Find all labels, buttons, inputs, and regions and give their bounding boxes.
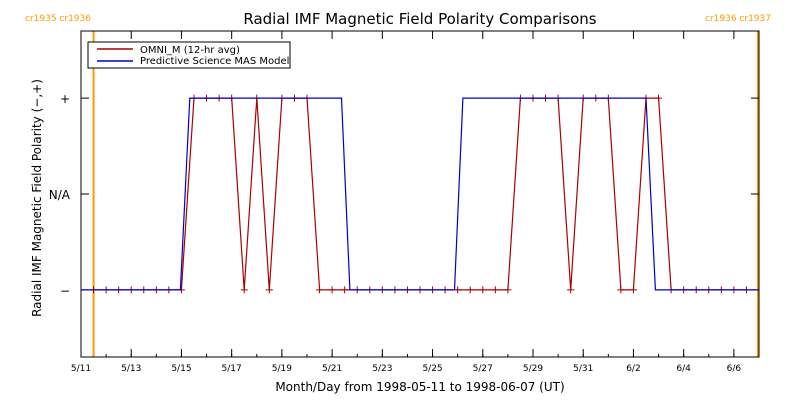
legend-label-omni: OMNI_M (12-hr avg) xyxy=(140,45,240,56)
x-tick-label: 5/23 xyxy=(372,364,392,374)
y-axis-label: Radial IMF Magnetic Field Polarity (−,+) xyxy=(30,79,44,317)
y-tick-label: + xyxy=(60,92,70,106)
carrington-label: cr1935 cr1936 xyxy=(25,14,91,24)
x-tick-label: 5/17 xyxy=(222,364,242,374)
x-tick-label: 6/2 xyxy=(626,364,640,374)
series-group xyxy=(81,94,759,294)
carrington-label: cr1936 cr1937 xyxy=(705,14,771,24)
y-axis-ticks: + N/A − xyxy=(49,92,759,298)
y-tick-label: − xyxy=(60,284,70,298)
x-tick-label: 5/27 xyxy=(473,364,493,374)
x-tick-label: 6/6 xyxy=(727,364,742,374)
series-line-0 xyxy=(93,97,747,291)
x-tick-label: 5/31 xyxy=(573,364,593,374)
x-tick-label: 5/21 xyxy=(322,364,342,374)
legend: OMNI_M (12-hr avg) Predictive Science MA… xyxy=(87,41,291,69)
legend-box xyxy=(87,41,291,69)
x-tick-label: 6/4 xyxy=(676,364,691,374)
x-tick-label: 5/19 xyxy=(272,364,292,374)
legend-label-mas: Predictive Science MAS Model xyxy=(140,56,289,67)
y-tick-label: N/A xyxy=(49,188,71,202)
x-tick-label: 5/11 xyxy=(71,364,91,374)
x-tick-label: 5/15 xyxy=(171,364,191,374)
plot-frame xyxy=(80,30,760,358)
x-tick-label: 5/29 xyxy=(523,364,543,374)
series-line-1 xyxy=(81,97,759,291)
x-axis-label: Month/Day from 1998-05-11 to 1998-06-07 … xyxy=(275,380,564,394)
chart-title: Radial IMF Magnetic Field Polarity Compa… xyxy=(243,10,596,28)
x-tick-label: 5/13 xyxy=(121,364,141,374)
x-axis-ticks: 5/11 5/13 5/15 5/17 5/19 5/21 5/23 5/25 5/27 5/29… xyxy=(71,31,760,374)
x-tick-label: 5/25 xyxy=(422,364,442,374)
